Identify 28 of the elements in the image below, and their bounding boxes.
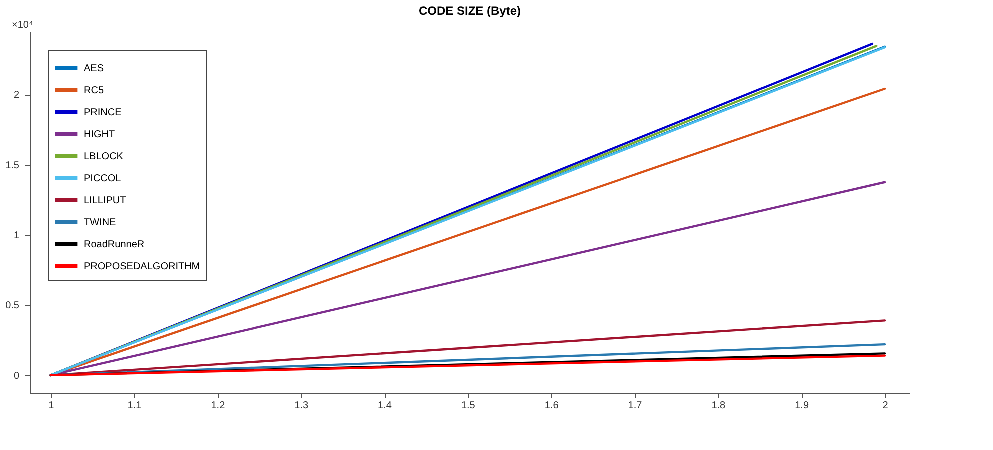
legend-label: PICCOL [84, 174, 122, 184]
x-tick-label: 1.2 [211, 400, 226, 412]
x-tick-label: 1.5 [461, 400, 476, 412]
x-tick-label: 1.3 [294, 400, 309, 412]
legend-label: LILLIPUT [84, 196, 126, 206]
y-tick-label: 2 [14, 90, 20, 102]
x-tick-label: 2 [882, 400, 889, 412]
legend-label: LBLOCK [84, 152, 124, 162]
y-tick-label: 1.5 [6, 160, 20, 172]
legend-label: TWINE [84, 218, 117, 228]
x-tick-label: 1.6 [544, 400, 560, 412]
y-tick-label: 0.5 [6, 300, 20, 312]
legend-label: RoadRunneR [84, 240, 145, 250]
legend-label: HIGHT [84, 130, 116, 140]
x-tick-label: 1.9 [795, 400, 810, 412]
x-tick-label: 1.1 [128, 400, 142, 412]
x-tick-label: 1.8 [712, 400, 726, 412]
chart-title: CODE SIZE (Byte) [418, 4, 522, 18]
y-tick-label: 0 [14, 370, 20, 382]
x-tick-label: 1 [48, 400, 55, 412]
legend-label: PRINCE [84, 108, 122, 118]
text: ×10⁴ [12, 20, 34, 31]
x-tick-label: 1.7 [628, 400, 643, 412]
legend-label: PROPOSEDALGORITHM [84, 262, 200, 272]
legend-label: AES [84, 64, 104, 74]
legend-label: RC5 [84, 86, 104, 96]
x-tick-label: 1.4 [378, 400, 392, 412]
y-tick-label: 1 [14, 230, 20, 242]
